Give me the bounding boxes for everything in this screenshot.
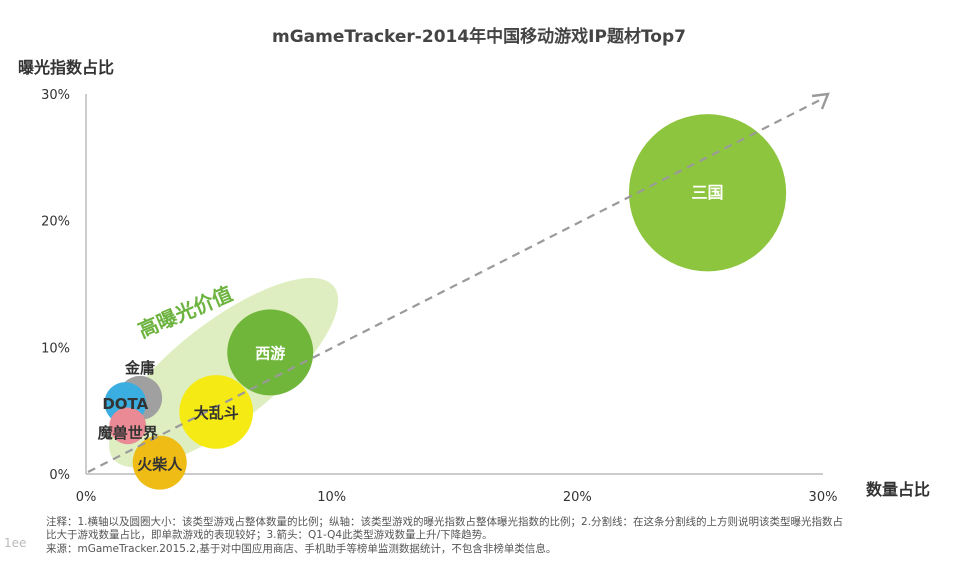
y-tick-label: 20% [41, 215, 70, 230]
watermark-logo: 1ee [4, 536, 27, 550]
bubble-label: 大乱斗 [194, 404, 239, 422]
footnote-line-1: 注释：1.横轴以及圆圈大小：该类型游戏占整体数量的比例；纵轴：该类型游戏的曝光指… [46, 516, 844, 528]
bubble-label: 三国 [692, 183, 724, 202]
x-axis-label: 数量占比 [866, 480, 931, 499]
x-tick-label: 20% [563, 490, 592, 505]
footnote-source: 来源：mGameTracker.2015.2,基于对中国应用商店、手机助手等榜单… [46, 543, 557, 555]
footnote-line-2: 比大于游戏数量占比，即单款游戏的表现较好；3.箭头：Q1-Q4此类型游戏数量上升… [46, 529, 493, 541]
x-tick-label: 10% [317, 490, 346, 505]
bubble-魔兽世界 [109, 407, 147, 445]
bubble-label: 魔兽世界 [98, 424, 158, 442]
bubble-三国 [628, 114, 787, 272]
bubble-label: 金庸 [124, 359, 155, 377]
bubble-label: DOTA [102, 395, 148, 413]
y-tick-label: 0% [49, 468, 70, 483]
bubble-大乱斗 [179, 375, 254, 449]
trend-arrow-head [811, 92, 830, 110]
bubble-西游 [227, 309, 314, 396]
bubble-label: 西游 [255, 344, 285, 362]
x-tick-label: 0% [76, 490, 97, 505]
y-tick-label: 30% [41, 88, 70, 103]
y-tick-label: 10% [41, 341, 70, 356]
y-axis-label: 曝光指数占比 [18, 58, 115, 77]
chart-title: mGameTracker-2014年中国移动游戏IP题材Top7 [272, 27, 686, 47]
bubble-火柴人 [132, 435, 187, 490]
x-tick-label: 30% [809, 490, 838, 505]
trend-arrow-line [87, 99, 821, 473]
bubble-label: 火柴人 [137, 456, 183, 474]
